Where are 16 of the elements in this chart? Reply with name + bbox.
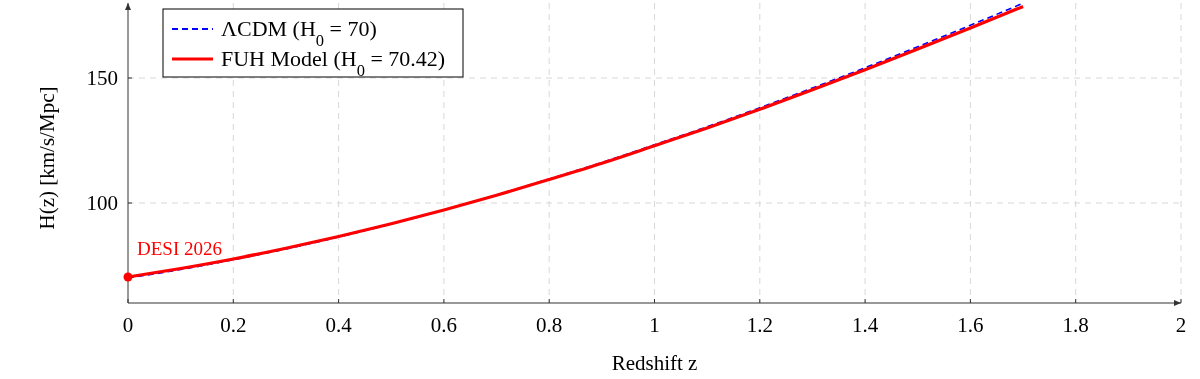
x-tick-label: 0.2 — [220, 313, 247, 337]
x-tick-label: 2 — [1175, 313, 1187, 337]
annotation: DESI 2026 — [137, 238, 222, 259]
y-tick-label: 100 — [86, 191, 118, 215]
x-tick-label: 1.6 — [957, 313, 984, 337]
x-tick-label: 1 — [649, 313, 660, 337]
x-tick-label: 1.8 — [1062, 313, 1089, 337]
x-tick-label: 0 — [122, 313, 134, 337]
x-tick-label: 1.4 — [851, 313, 879, 337]
x-tick-label: 1.2 — [746, 313, 773, 337]
y-tick-label: 150 — [86, 66, 118, 90]
x-tick-label: 0.4 — [325, 313, 353, 337]
x-tick-label: 0.6 — [430, 313, 458, 337]
x-tick-label: 0.8 — [536, 313, 563, 337]
x-axis-title: Redshift z — [611, 351, 698, 375]
y-axis-title: H(z) [km/s/Mpc] — [35, 86, 59, 230]
